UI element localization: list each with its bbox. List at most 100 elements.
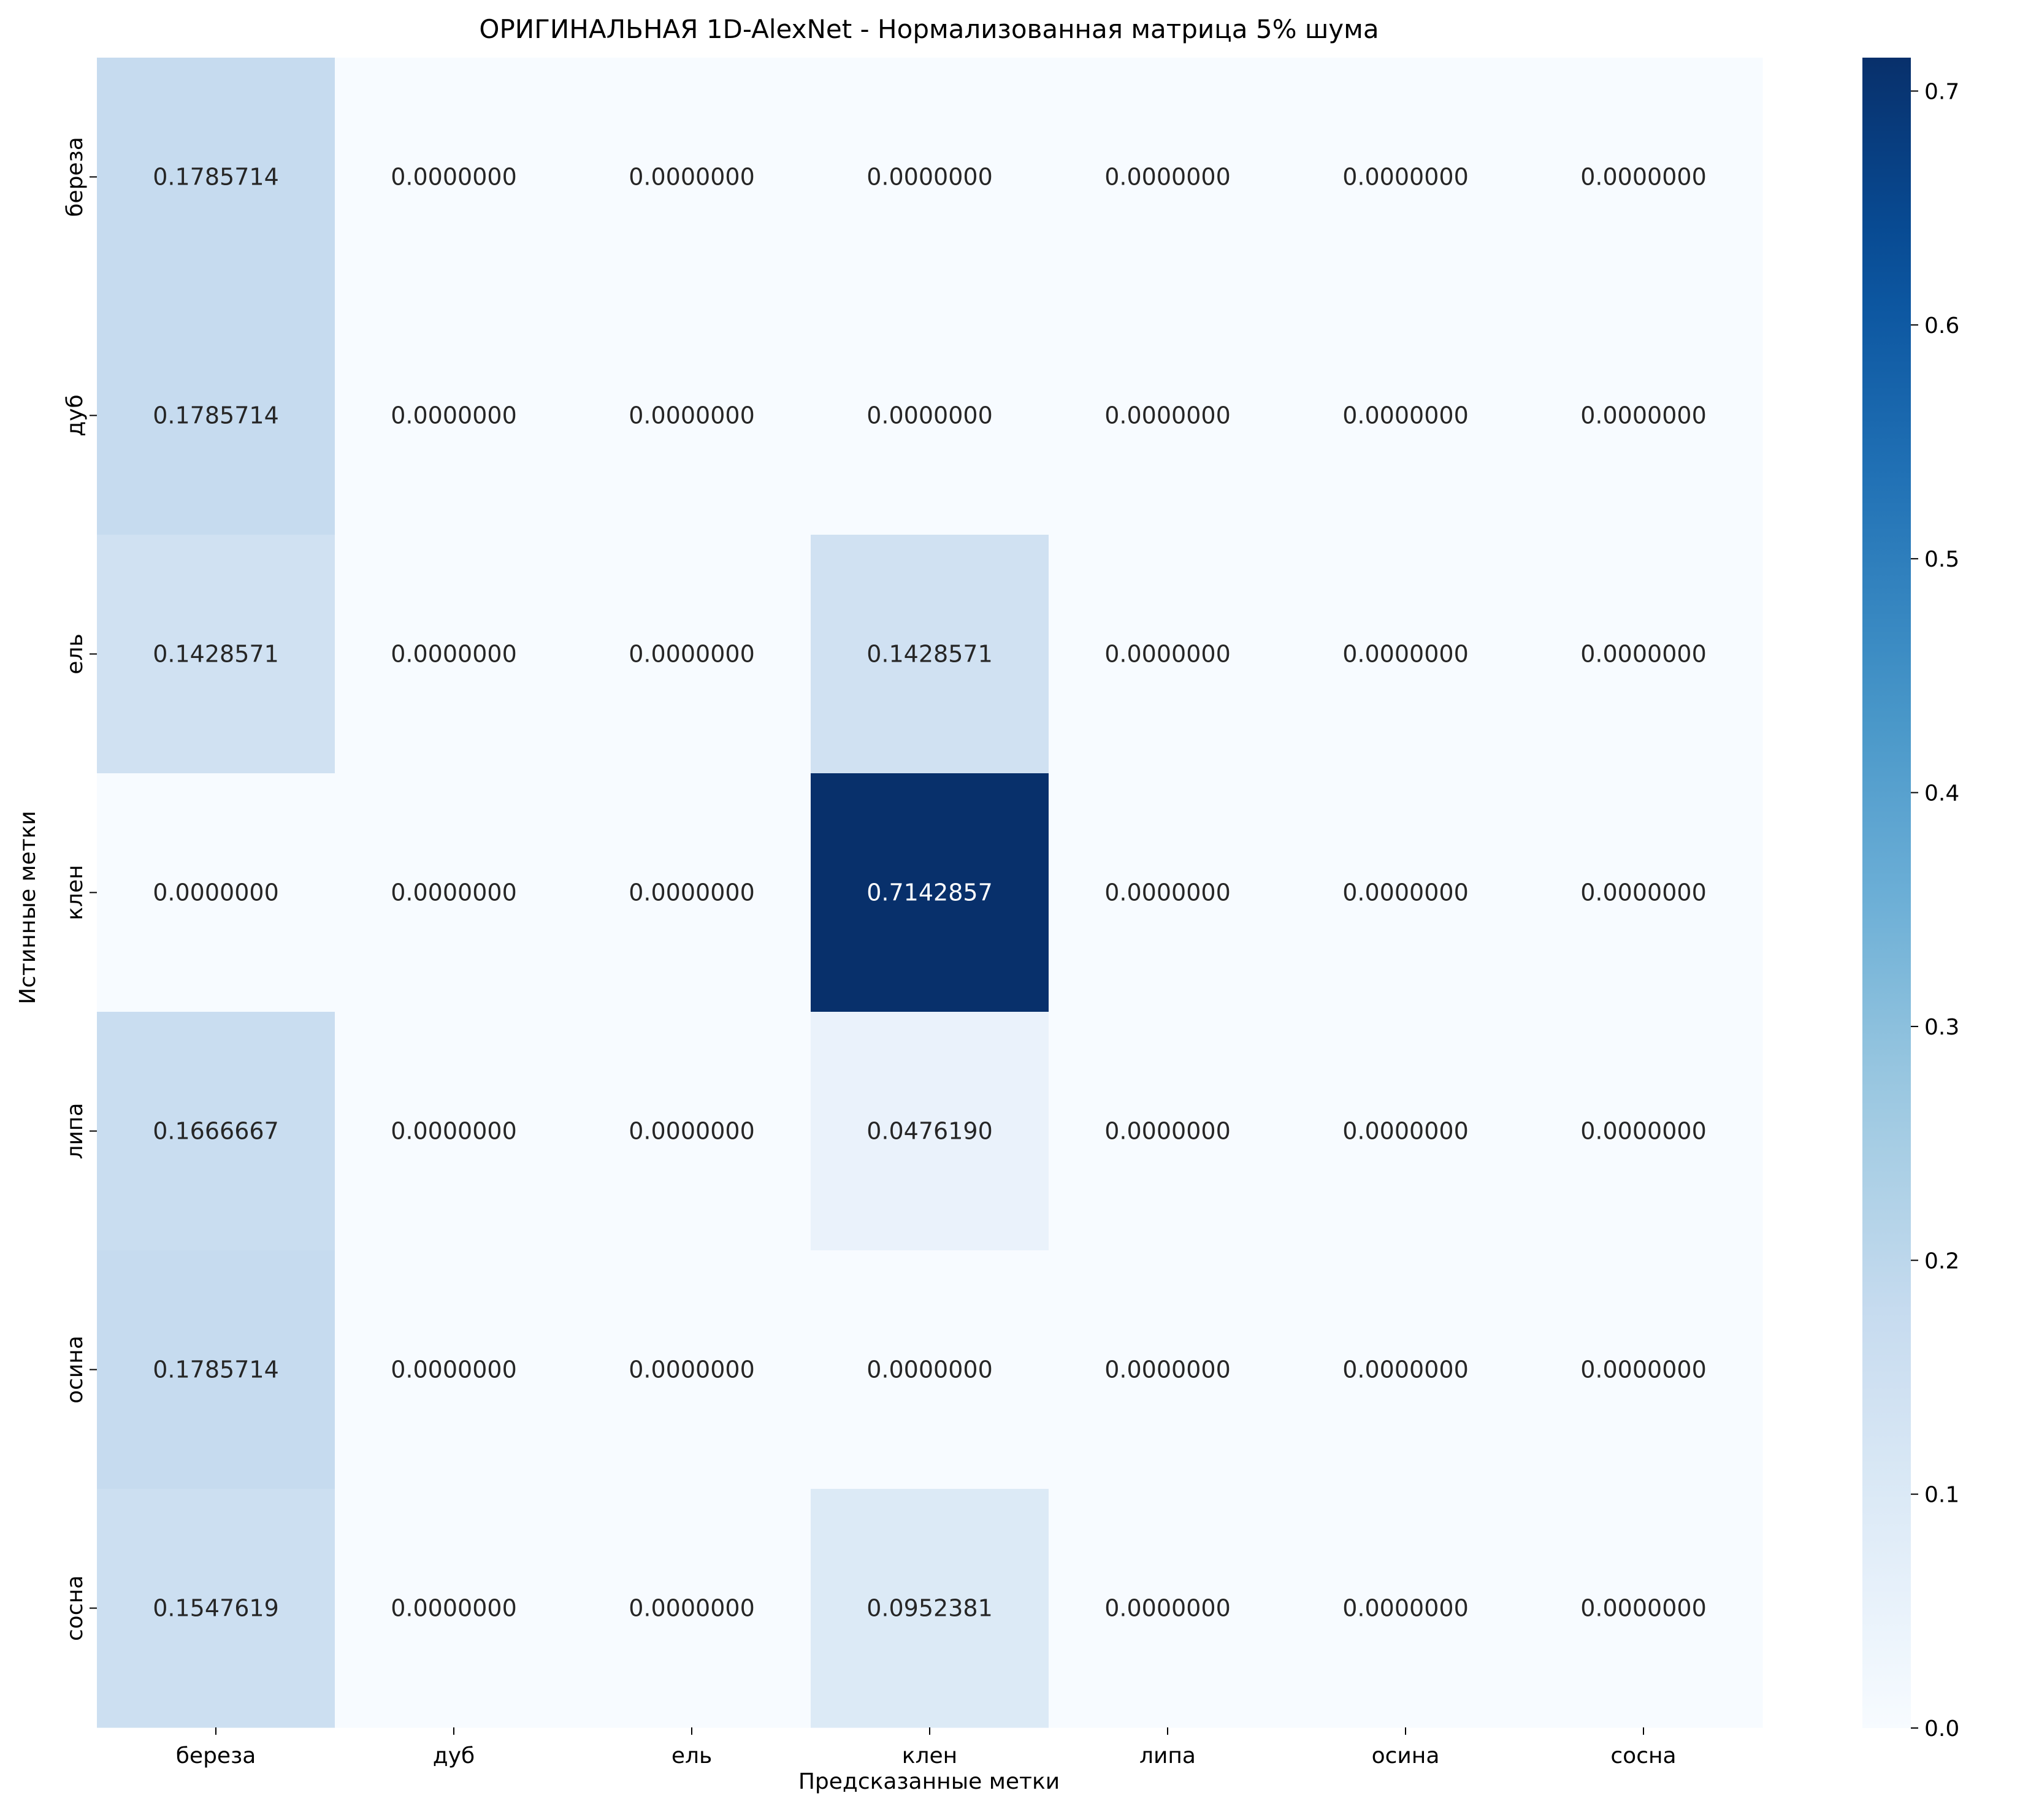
colorbar-tick-label: 0.6 — [1924, 313, 1959, 338]
heatmap-cell — [1287, 773, 1525, 1012]
heatmap-cell — [335, 58, 573, 297]
heatmap-cell — [811, 58, 1049, 297]
cell-value-label: 0.1785714 — [153, 402, 279, 429]
cell-value-label: 0.1666667 — [153, 1118, 279, 1145]
heatmap-cell — [335, 1250, 573, 1489]
cell-value-label: 0.0000000 — [1342, 1118, 1469, 1145]
cell-value-label: 0.1547619 — [153, 1595, 279, 1622]
heatmap-cell — [97, 1250, 335, 1489]
heatmap-cell — [811, 1012, 1049, 1251]
heatmap-cell — [1049, 535, 1287, 774]
y-axis: береза дуб ель клен липа осина сосна — [63, 137, 97, 1641]
cell-value-label: 0.0000000 — [1342, 164, 1469, 191]
y-tick-label: дуб — [63, 394, 88, 436]
cell-value-label: 0.0000000 — [391, 641, 517, 668]
colorbar: 0.0 0.1 0.2 0.3 0.4 0.5 0.6 0.7 — [1862, 58, 1959, 1742]
x-tick-label: дуб — [433, 1743, 475, 1768]
heatmap-cell — [1049, 773, 1287, 1012]
cell-value-label: 0.0000000 — [1104, 402, 1231, 429]
cell-value-label: 0.1785714 — [153, 1356, 279, 1383]
heatmap-cell — [97, 773, 335, 1012]
colorbar-tick-label: 0.4 — [1924, 781, 1959, 806]
heatmap-cell — [97, 296, 335, 535]
y-axis-label: Истинные метки — [15, 811, 40, 1004]
heatmap-cell — [811, 1489, 1049, 1728]
cell-value-label: 0.0000000 — [1580, 1118, 1707, 1145]
cell-value-label: 0.0000000 — [1342, 402, 1469, 429]
y-tick-label: клен — [63, 865, 88, 920]
heatmap-cell — [1525, 1489, 1763, 1728]
cell-value-label: 0.0000000 — [867, 402, 993, 429]
cell-value-label: 0.0476190 — [867, 1118, 993, 1145]
heatmap-cell — [573, 773, 811, 1012]
cell-value-label: 0.0000000 — [1104, 1356, 1231, 1383]
heatmap-cell — [97, 58, 335, 297]
cell-value-label: 0.0000000 — [1580, 641, 1707, 668]
heatmap-cell — [335, 773, 573, 1012]
cell-value-label: 0.0000000 — [153, 879, 279, 906]
heatmap-cell — [1287, 1012, 1525, 1251]
cell-value-label: 0.0000000 — [1342, 879, 1469, 906]
x-axis: береза дуб ель клен липа осина сосна — [176, 1727, 1677, 1768]
y-tick-label: липа — [63, 1103, 88, 1159]
cell-value-label: 0.0000000 — [391, 1595, 517, 1622]
heatmap-cell — [1287, 535, 1525, 774]
cell-value-label: 0.0000000 — [1342, 1356, 1469, 1383]
cell-value-label: 0.0000000 — [1580, 164, 1707, 191]
x-tick-label: клен — [902, 1743, 957, 1768]
cell-value-label: 0.0000000 — [629, 402, 755, 429]
heatmap-cell — [811, 296, 1049, 535]
cell-value-label: 0.0000000 — [391, 164, 517, 191]
cell-value-label: 0.0000000 — [629, 164, 755, 191]
heatmap-cell — [335, 1012, 573, 1251]
heatmap-cell — [811, 535, 1049, 774]
heatmap-cell — [573, 58, 811, 297]
heatmap-cell — [1287, 58, 1525, 297]
y-tick-label: осина — [63, 1336, 88, 1404]
cell-value-label: 0.1785714 — [153, 164, 279, 191]
cell-value-label: 0.0000000 — [867, 164, 993, 191]
cell-value-label: 0.0000000 — [1104, 641, 1231, 668]
cell-value-label: 0.0000000 — [867, 1356, 993, 1383]
heatmap-cell — [1049, 1489, 1287, 1728]
heatmap-cell — [1049, 296, 1287, 535]
heatmap-cell — [573, 1012, 811, 1251]
y-tick-label: береза — [63, 137, 88, 217]
heatmap-cell — [1525, 1012, 1763, 1251]
cell-value-label: 0.7142857 — [867, 879, 993, 906]
heatmap-cell — [1049, 1250, 1287, 1489]
colorbar-tick-label: 0.3 — [1924, 1015, 1959, 1040]
cell-value-label: 0.0000000 — [1104, 879, 1231, 906]
cell-value-label: 0.0000000 — [1342, 1595, 1469, 1622]
heatmap-cell — [1525, 535, 1763, 774]
heatmap-cell — [1049, 1012, 1287, 1251]
cell-value-label: 0.0000000 — [1580, 879, 1707, 906]
cell-value-label: 0.0000000 — [391, 1356, 517, 1383]
x-axis-label: Предсказанные метки — [798, 1769, 1060, 1794]
y-tick-label: сосна — [63, 1575, 88, 1641]
heatmap-cell — [1525, 1250, 1763, 1489]
heatmap-cell — [335, 1489, 573, 1728]
cell-value-label: 0.1428571 — [153, 641, 279, 668]
cell-value-label: 0.0000000 — [1342, 641, 1469, 668]
heatmap-cell — [1287, 296, 1525, 535]
cell-value-label: 0.0000000 — [391, 1118, 517, 1145]
heatmap-cells — [97, 58, 1763, 1728]
heatmap-cell — [1287, 1250, 1525, 1489]
x-tick-label: липа — [1139, 1743, 1196, 1768]
heatmap-cell — [811, 773, 1049, 1012]
heatmap-cell — [573, 296, 811, 535]
colorbar-tick-label: 0.0 — [1924, 1716, 1959, 1742]
colorbar-tick-label: 0.5 — [1924, 547, 1959, 572]
heatmap-cell — [1049, 58, 1287, 297]
cell-value-label: 0.0000000 — [629, 879, 755, 906]
cell-value-label: 0.0000000 — [1104, 164, 1231, 191]
heatmap-cell — [1525, 58, 1763, 297]
heatmap-cell — [1525, 773, 1763, 1012]
y-tick-label: ель — [63, 633, 88, 674]
cell-value-label: 0.0000000 — [1580, 402, 1707, 429]
heatmap-cell — [573, 1250, 811, 1489]
heatmap-cell — [573, 535, 811, 774]
heatmap-cell — [811, 1250, 1049, 1489]
